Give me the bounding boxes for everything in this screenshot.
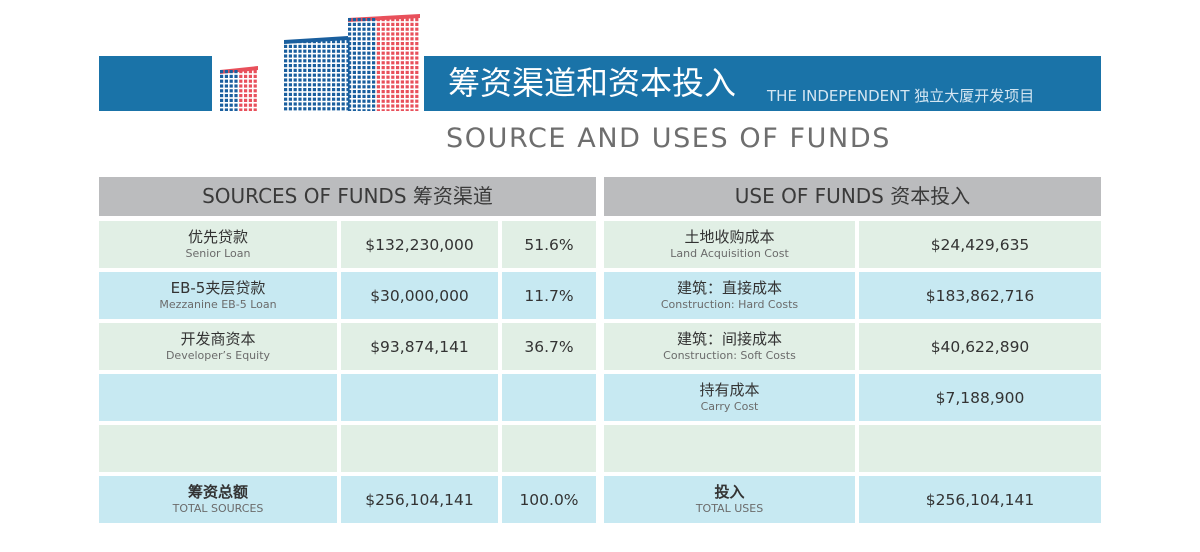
sources-table-header: SOURCES OF FUNDS 筹资渠道 xyxy=(99,177,596,216)
sources-total-en: TOTAL SOURCES xyxy=(172,502,264,515)
source-row-1-amount: $132,230,000 xyxy=(341,221,498,268)
source-row-1-label: 优先贷款 Senior Loan xyxy=(99,221,337,268)
source-row-2-en: Mezzanine EB-5 Loan xyxy=(159,298,277,311)
use-row-5-amount xyxy=(859,425,1101,472)
source-row-2-label: EB-5夹层贷款 Mezzanine EB-5 Loan xyxy=(99,272,337,319)
use-row-2-label: 建筑：直接成本 Construction: Hard Costs xyxy=(604,272,855,319)
header-banner-right xyxy=(424,56,1101,111)
source-row-4-amount xyxy=(341,374,498,421)
source-row-3-cn: 开发商资本 xyxy=(180,330,256,348)
use-row-5-label xyxy=(604,425,855,472)
source-row-3-percent: 36.7% xyxy=(502,323,596,370)
uses-total-amount: $256,104,141 xyxy=(859,476,1101,523)
uses-table-header: USE OF FUNDS 资本投入 xyxy=(604,177,1101,216)
use-row-4-label: 持有成本 Carry Cost xyxy=(604,374,855,421)
page-title-project: THE INDEPENDENT 独立大厦开发项目 xyxy=(767,87,1035,105)
page-subtitle: SOURCE AND USES OF FUNDS xyxy=(446,123,891,154)
source-row-2-cn: EB-5夹层贷款 xyxy=(170,279,266,297)
source-row-2-amount: $30,000,000 xyxy=(341,272,498,319)
source-row-1-percent: 51.6% xyxy=(502,221,596,268)
use-row-1-cn: 土地收购成本 xyxy=(684,228,775,246)
source-row-4-label xyxy=(99,374,337,421)
use-row-2-cn: 建筑：直接成本 xyxy=(676,279,782,297)
use-row-3-cn: 建筑：间接成本 xyxy=(676,330,782,348)
use-row-3-en: Construction: Soft Costs xyxy=(663,349,796,362)
use-row-1-label: 土地收购成本 Land Acquisition Cost xyxy=(604,221,855,268)
sources-total-percent: 100.0% xyxy=(502,476,596,523)
source-row-5-label xyxy=(99,425,337,472)
source-row-3-amount: $93,874,141 xyxy=(341,323,498,370)
uses-total-en: TOTAL USES xyxy=(695,502,764,515)
use-row-4-amount: $7,188,900 xyxy=(859,374,1101,421)
uses-total-cn: 投入 xyxy=(714,483,745,501)
sources-total-cn: 筹资总额 xyxy=(187,483,248,501)
source-row-1-cn: 优先贷款 xyxy=(187,228,248,246)
source-row-5-amount xyxy=(341,425,498,472)
uses-total-label: 投入 TOTAL USES xyxy=(604,476,855,523)
source-row-4-percent xyxy=(502,374,596,421)
source-row-1-en: Senior Loan xyxy=(185,247,251,260)
use-row-2-en: Construction: Hard Costs xyxy=(660,298,799,311)
use-row-1-amount: $24,429,635 xyxy=(859,221,1101,268)
page-title: 筹资渠道和资本投入 xyxy=(448,64,737,102)
use-row-2-amount: $183,862,716 xyxy=(859,272,1101,319)
source-row-5-percent xyxy=(502,425,596,472)
use-row-1-en: Land Acquisition Cost xyxy=(670,247,789,260)
source-row-2-percent: 11.7% xyxy=(502,272,596,319)
use-row-3-amount: $40,622,890 xyxy=(859,323,1101,370)
use-row-4-en: Carry Cost xyxy=(700,400,759,413)
use-row-4-cn: 持有成本 xyxy=(699,381,760,399)
source-row-3-en: Developer’s Equity xyxy=(165,349,271,362)
header-banner-left xyxy=(99,56,212,111)
use-row-3-label: 建筑：间接成本 Construction: Soft Costs xyxy=(604,323,855,370)
source-row-3-label: 开发商资本 Developer’s Equity xyxy=(99,323,337,370)
building-icon xyxy=(220,14,420,111)
sources-total-label: 筹资总额 TOTAL SOURCES xyxy=(99,476,337,523)
sources-total-amount: $256,104,141 xyxy=(341,476,498,523)
